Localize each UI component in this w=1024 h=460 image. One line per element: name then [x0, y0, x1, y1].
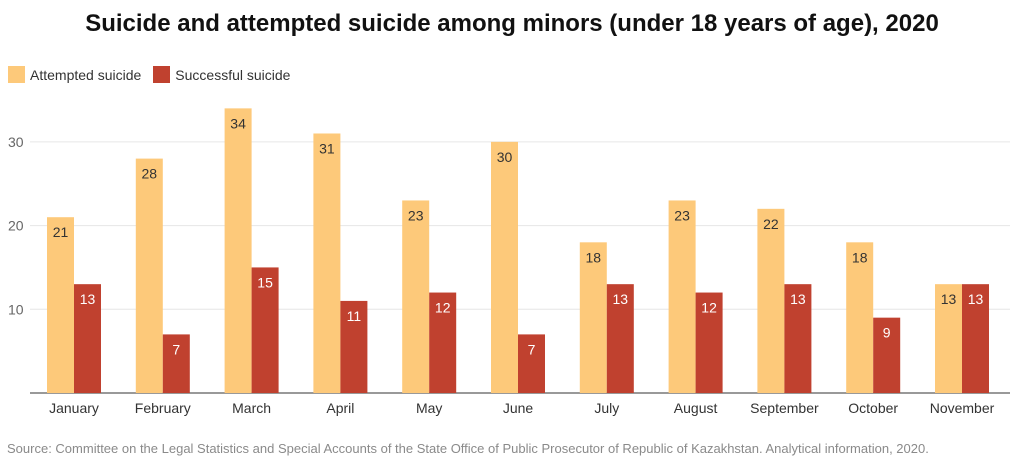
data-label-successful: 13	[968, 291, 984, 307]
legend-swatch-attempted	[8, 66, 25, 83]
x-tick-label: July	[594, 400, 619, 416]
x-tick-label: April	[326, 400, 354, 416]
legend-label-attempted: Attempted suicide	[30, 66, 142, 83]
bar-successful	[340, 300, 368, 393]
data-label-attempted: 13	[941, 291, 957, 307]
bar-attempted	[757, 208, 785, 393]
bar-attempted	[846, 242, 874, 393]
data-label-successful: 13	[790, 291, 806, 307]
bar-successful	[606, 284, 634, 393]
x-tick-label: February	[135, 400, 191, 416]
data-label-attempted: 31	[319, 140, 335, 156]
x-tick-label: January	[49, 400, 99, 416]
bar-successful	[162, 334, 190, 393]
y-tick-label: 30	[8, 134, 24, 150]
chart-title: Suicide and attempted suicide among mino…	[85, 10, 939, 37]
x-tick-label: November	[930, 400, 995, 416]
data-label-attempted: 34	[230, 115, 246, 131]
data-label-successful: 12	[435, 300, 451, 316]
data-label-successful: 11	[347, 308, 362, 324]
data-label-attempted: 28	[142, 166, 158, 182]
bar-successful	[74, 284, 101, 393]
data-label-attempted: 22	[763, 216, 779, 232]
bar-attempted	[313, 133, 341, 393]
x-tick-label: September	[750, 400, 819, 416]
bar-successful	[962, 284, 989, 393]
x-tick-label: June	[503, 400, 534, 416]
legend-item-attempted[interactable]: Attempted suicide	[8, 66, 141, 83]
y-tick-label: 20	[8, 218, 24, 234]
bar-attempted	[135, 158, 163, 393]
data-label-attempted: 30	[497, 149, 513, 165]
x-tick-label: October	[848, 400, 898, 416]
bar-attempted	[402, 200, 430, 393]
bar-successful	[784, 284, 812, 393]
bar-successful	[873, 317, 901, 393]
data-label-successful: 15	[257, 274, 273, 290]
data-label-successful: 9	[883, 325, 891, 341]
data-label-successful: 7	[172, 341, 180, 357]
data-label-successful: 12	[701, 300, 717, 316]
bar-successful	[429, 292, 457, 393]
bar-attempted	[491, 141, 518, 393]
bar-attempted	[224, 108, 252, 393]
data-label-attempted: 18	[586, 249, 602, 265]
bar-attempted	[47, 217, 74, 393]
data-label-attempted: 21	[53, 224, 69, 240]
bar-successful	[518, 334, 545, 393]
legend-item-successful[interactable]: Successful suicide	[153, 66, 290, 83]
data-label-successful: 13	[613, 291, 629, 307]
data-label-successful: 13	[80, 291, 96, 307]
data-label-attempted: 23	[674, 207, 690, 223]
x-tick-label: March	[232, 400, 271, 416]
bar-successful	[251, 267, 279, 393]
bar-attempted	[935, 284, 962, 393]
legend: Attempted suicide Successful suicide	[8, 66, 302, 83]
bar-successful	[695, 292, 723, 393]
source-note: Source: Committee on the Legal Statistic…	[7, 441, 929, 456]
x-tick-label: May	[416, 400, 442, 416]
legend-swatch-successful	[153, 66, 171, 83]
data-label-attempted: 18	[852, 249, 868, 265]
bar-chart: 10 20 30 21 13 January 28 7 February 34 15 March 31 1…	[8, 108, 1010, 416]
bar-attempted	[668, 200, 696, 393]
data-label-successful: 7	[528, 341, 536, 357]
bar-attempted	[579, 242, 607, 393]
legend-label-successful: Successful suicide	[175, 66, 291, 83]
x-tick-label: August	[674, 400, 718, 416]
y-tick-label: 10	[8, 301, 24, 317]
data-label-attempted: 23	[408, 207, 424, 223]
